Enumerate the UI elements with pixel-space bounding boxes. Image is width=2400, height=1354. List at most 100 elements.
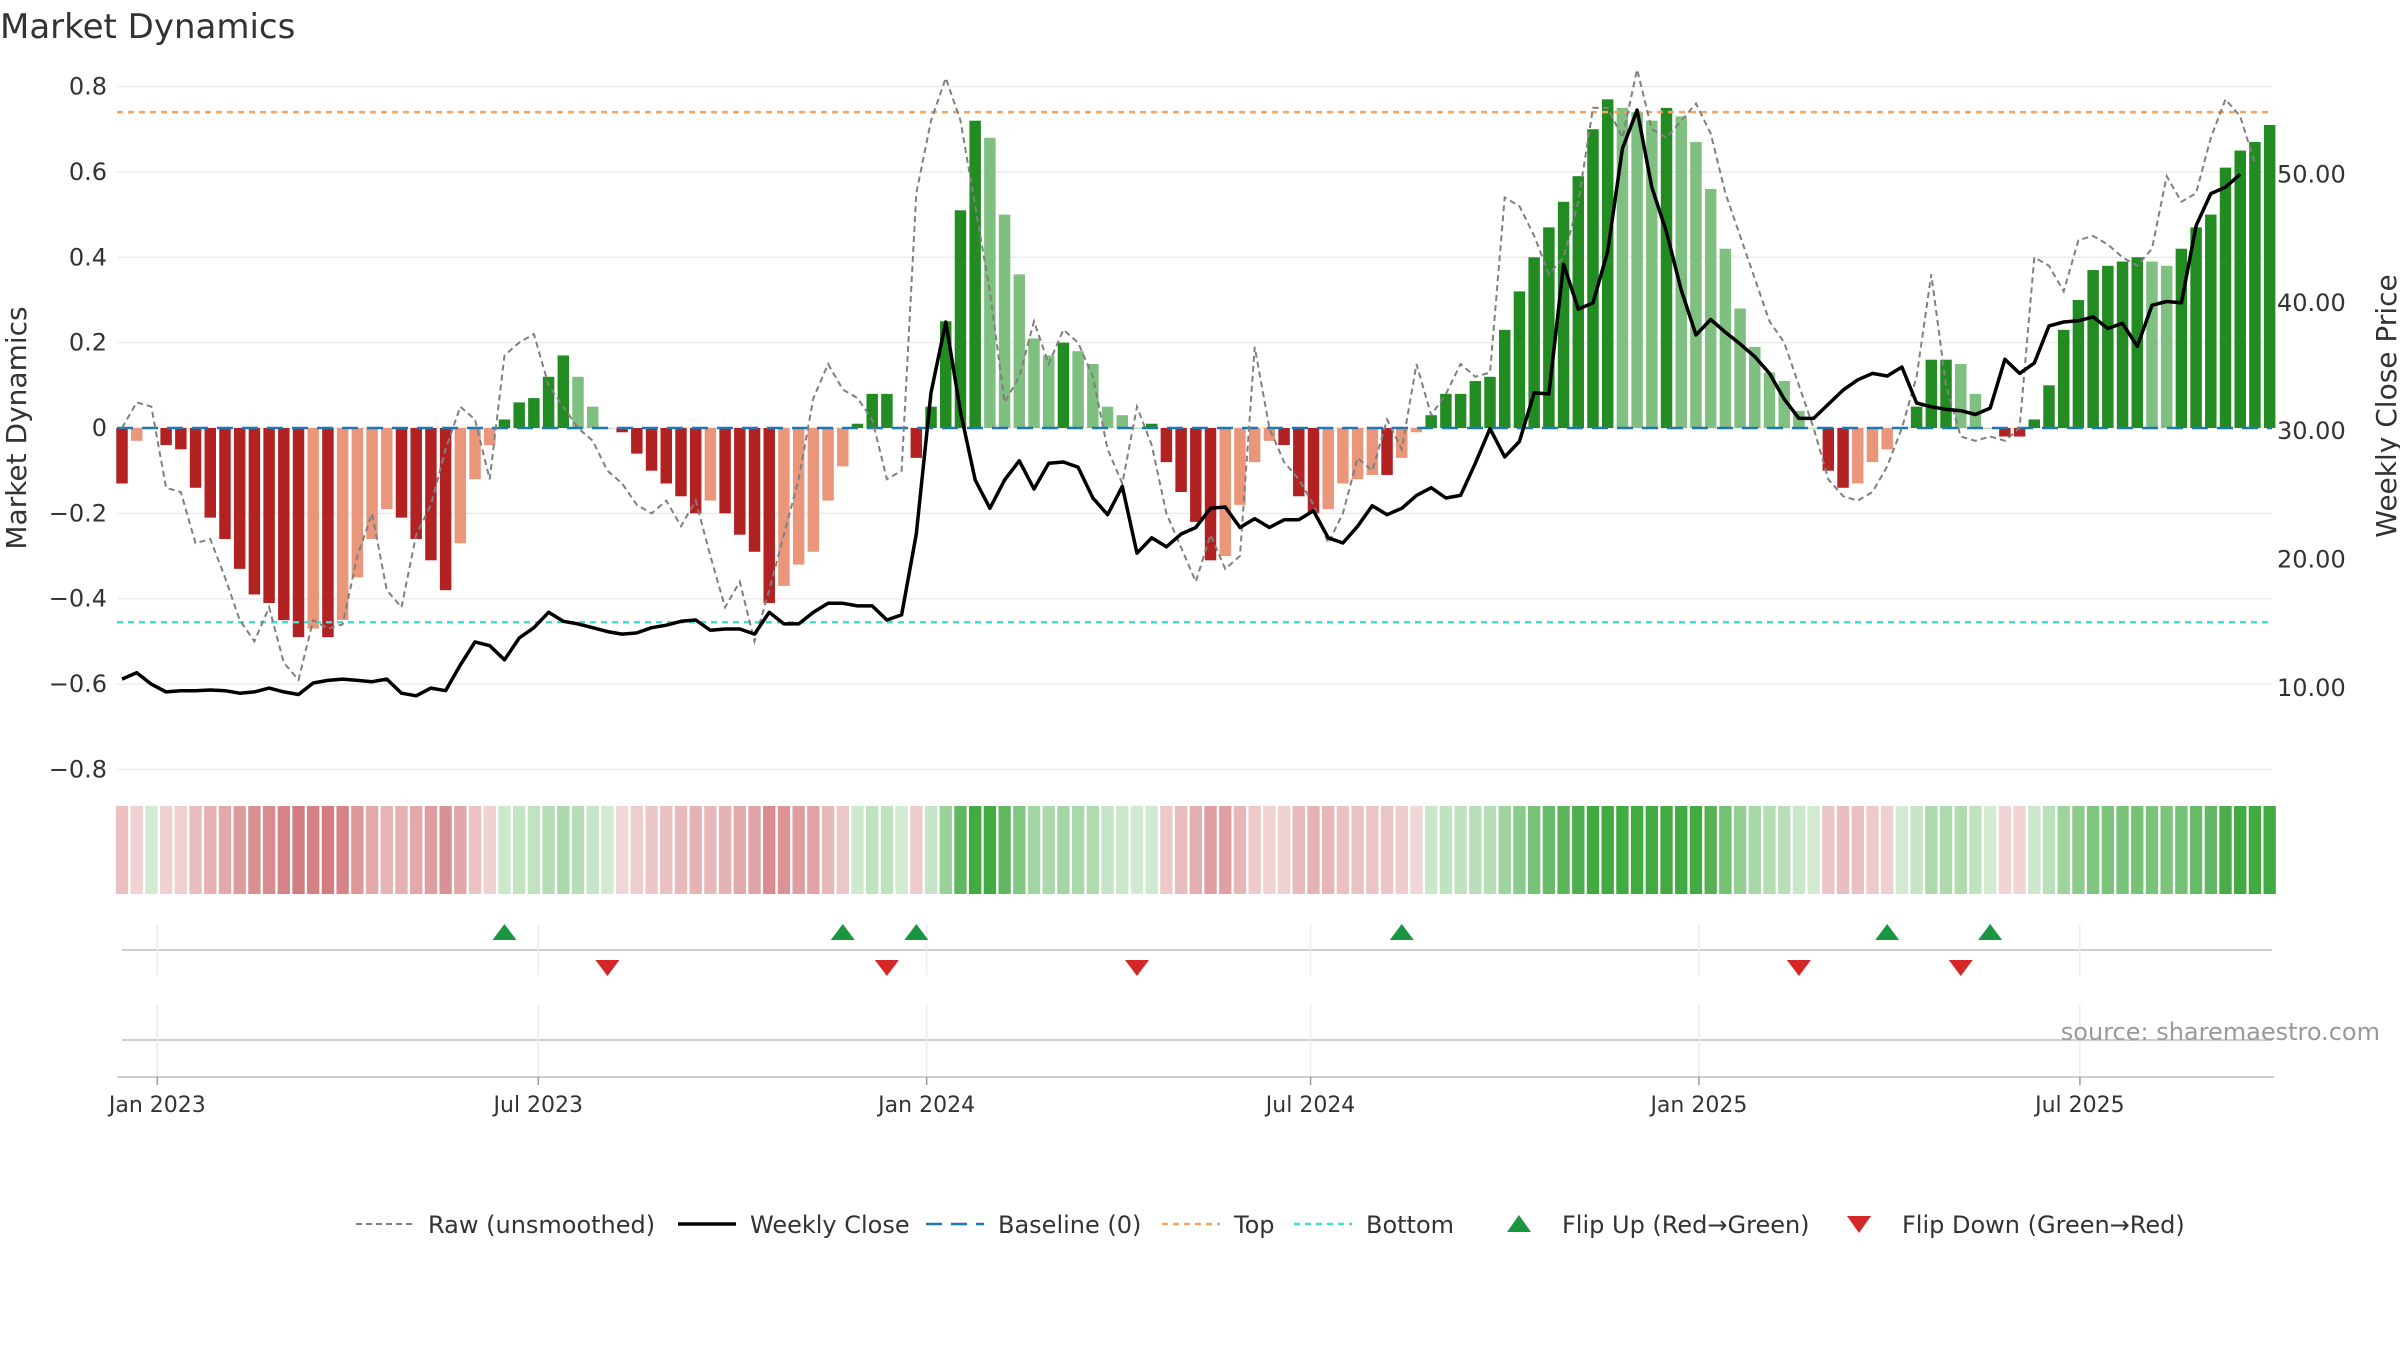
bar <box>807 428 820 552</box>
heat-cell <box>836 806 849 894</box>
heat-cell <box>924 806 938 894</box>
bar <box>1057 342 1070 428</box>
heat-cell <box>2219 806 2232 894</box>
flip-up-marker <box>1389 924 1414 940</box>
heat-cell <box>2204 806 2217 894</box>
bar <box>484 428 496 446</box>
x-tick-label: Jan 2023 <box>107 1093 206 1118</box>
heat-cell <box>1954 806 1967 894</box>
heat-cell <box>2086 806 2100 894</box>
bar <box>307 428 319 629</box>
bar <box>292 428 305 638</box>
heat-cell <box>1086 806 1100 894</box>
heat-cell <box>2248 806 2262 894</box>
heat-cell <box>1483 806 1497 894</box>
bar <box>2263 124 2276 428</box>
y2-tick-label: 40.00 <box>2277 289 2346 317</box>
bar <box>2249 142 2261 428</box>
bar <box>1822 428 1835 471</box>
heat-cell <box>1174 806 1188 894</box>
bar <box>2072 299 2085 428</box>
bar <box>1440 393 1452 428</box>
flip-up-marker <box>1875 924 1900 940</box>
heat-cell <box>351 806 364 894</box>
heat-cell <box>1630 806 1644 894</box>
x-tick-label: Jan 2024 <box>876 1093 975 1118</box>
heat-cell <box>248 806 261 894</box>
heat-cell <box>763 806 776 894</box>
heat-cell <box>2175 806 2188 894</box>
heat-cell <box>527 806 541 894</box>
heat-cell <box>2160 806 2173 894</box>
heat-cell <box>571 806 585 894</box>
bar <box>1013 274 1026 428</box>
bar <box>528 398 540 428</box>
bar <box>1866 428 1879 463</box>
heat-cell <box>998 806 1011 894</box>
bar <box>1484 376 1496 428</box>
bar <box>1734 308 1746 428</box>
heat-cell <box>2072 806 2085 894</box>
heat-cell <box>292 806 305 894</box>
heat-cell <box>851 806 864 894</box>
heat-cell <box>204 806 217 894</box>
bar <box>837 428 849 467</box>
bar <box>189 428 202 488</box>
bar <box>1925 359 1938 428</box>
heat-cell <box>718 806 732 894</box>
bar <box>572 376 584 428</box>
flip-up-marker <box>904 924 929 940</box>
bar <box>2013 428 2026 437</box>
heat-cell <box>174 806 188 894</box>
flip-up-marker <box>492 924 517 940</box>
bar <box>1837 428 1849 488</box>
heat-cell <box>704 806 717 894</box>
heat-cell <box>792 806 805 894</box>
heat-cell <box>1866 806 1879 894</box>
bar <box>734 428 746 535</box>
bar <box>116 428 128 484</box>
flip-down-marker <box>1786 960 1811 976</box>
flip-down-marker <box>595 960 620 976</box>
bar <box>278 428 290 621</box>
heat-cell <box>380 806 393 894</box>
bar <box>469 428 481 480</box>
bar <box>1028 338 1040 428</box>
bar <box>954 210 967 428</box>
heat-cell <box>1277 806 1291 894</box>
bar <box>1469 381 1482 428</box>
legend-flip-up-swatch <box>1507 1215 1531 1232</box>
heat-cell <box>645 806 658 894</box>
bar <box>1690 142 1702 428</box>
bar <box>2234 150 2246 428</box>
heat-cell <box>1792 806 1806 894</box>
heat-cell <box>1057 806 1070 894</box>
heat-cell <box>1748 806 1761 894</box>
heat-cell <box>1425 806 1438 894</box>
heat-cell <box>880 806 894 894</box>
bar <box>1160 428 1173 463</box>
bar <box>1498 329 1511 428</box>
heat-cell <box>468 806 482 894</box>
bar <box>2190 227 2202 428</box>
bar <box>719 428 731 514</box>
bar <box>1881 428 1893 450</box>
bar <box>1234 428 1246 505</box>
bar <box>1719 248 1732 428</box>
bar <box>2205 214 2217 428</box>
heat-cell <box>1822 806 1835 894</box>
bar <box>498 419 511 428</box>
heat-cell <box>1351 806 1364 894</box>
heat-cell <box>1660 806 1673 894</box>
y-axis-label: Market Dynamics <box>0 306 33 549</box>
bar <box>263 428 275 603</box>
legend-label: Top <box>1233 1211 1275 1239</box>
bar <box>984 137 996 428</box>
heat-cell <box>365 806 379 894</box>
bar <box>395 428 408 518</box>
heat-cell <box>1807 806 1820 894</box>
bar <box>1042 355 1055 428</box>
bar <box>1410 428 1423 433</box>
heat-cell <box>615 806 629 894</box>
